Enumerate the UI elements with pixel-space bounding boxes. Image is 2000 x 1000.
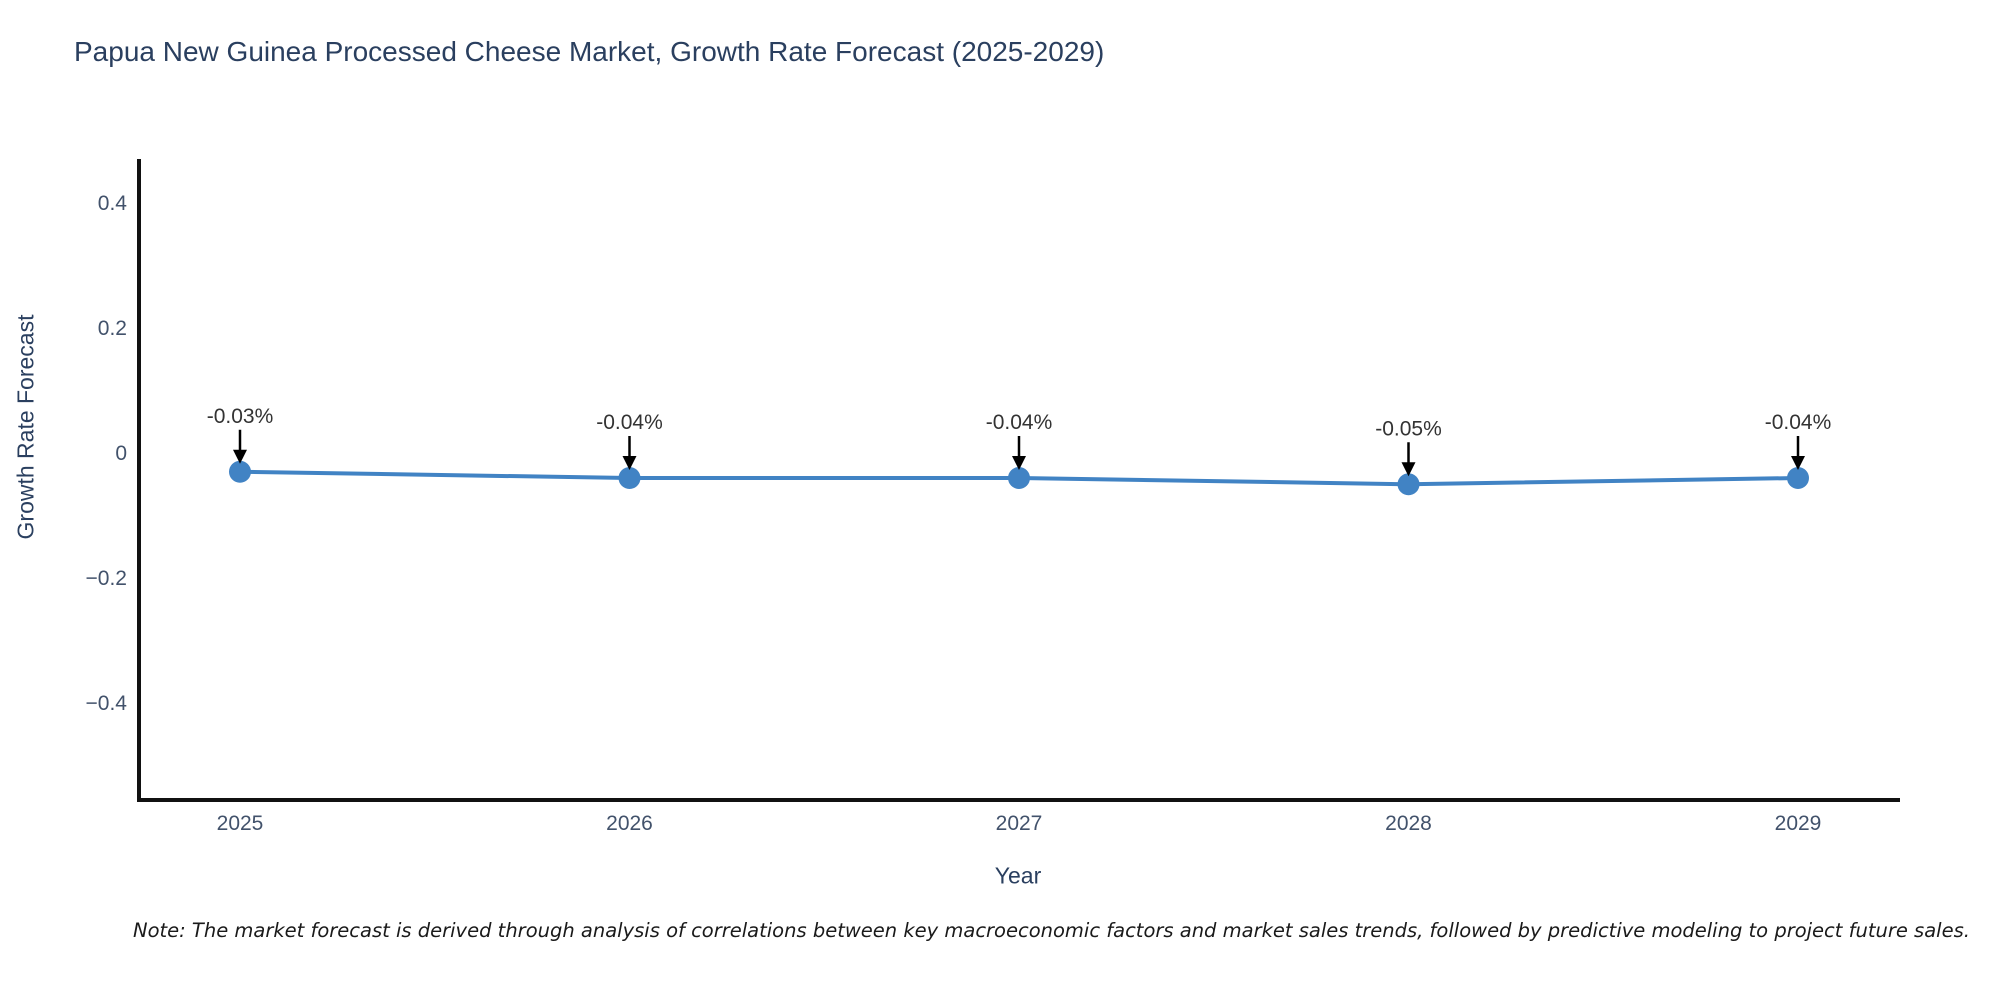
y-tick-label: 0 (115, 442, 127, 465)
chart-title: Papua New Guinea Processed Cheese Market… (74, 36, 1105, 67)
y-tick-label: −0.2 (86, 567, 127, 590)
data-point-2027 (1008, 467, 1030, 489)
point-annotation-label: -0.04% (596, 411, 663, 434)
point-annotation-label: -0.04% (1765, 411, 1832, 434)
annotation-arrow-head (622, 456, 637, 470)
annotation-arrow-head (1012, 456, 1026, 470)
data-point-2026 (618, 467, 641, 489)
point-annotation-label: -0.03% (207, 405, 274, 428)
x-tick-label: 2028 (1385, 812, 1432, 835)
x-axis-title: Year (994, 862, 1042, 889)
chart-footnote: Note: The market forecast is derived thr… (133, 919, 1970, 942)
x-tick-label: 2027 (996, 812, 1043, 835)
annotation-arrow-head (1791, 456, 1805, 470)
data-point-2025 (229, 460, 251, 483)
point-annotation-label: -0.05% (1375, 417, 1442, 440)
x-tick-label: 2029 (1775, 812, 1822, 835)
annotation-arrow-head (233, 449, 247, 464)
point-annotation-label: -0.04% (986, 411, 1053, 434)
y-tick-label: −0.4 (86, 692, 128, 715)
annotation-arrow-head (1401, 462, 1416, 477)
data-point-2029 (1787, 467, 1809, 489)
data-point-2028 (1397, 473, 1420, 496)
y-tick-label: 0.2 (98, 317, 127, 340)
x-tick-label: 2026 (606, 812, 653, 835)
x-tick-label: 2025 (217, 812, 264, 835)
y-tick-label: 0.4 (98, 192, 128, 215)
